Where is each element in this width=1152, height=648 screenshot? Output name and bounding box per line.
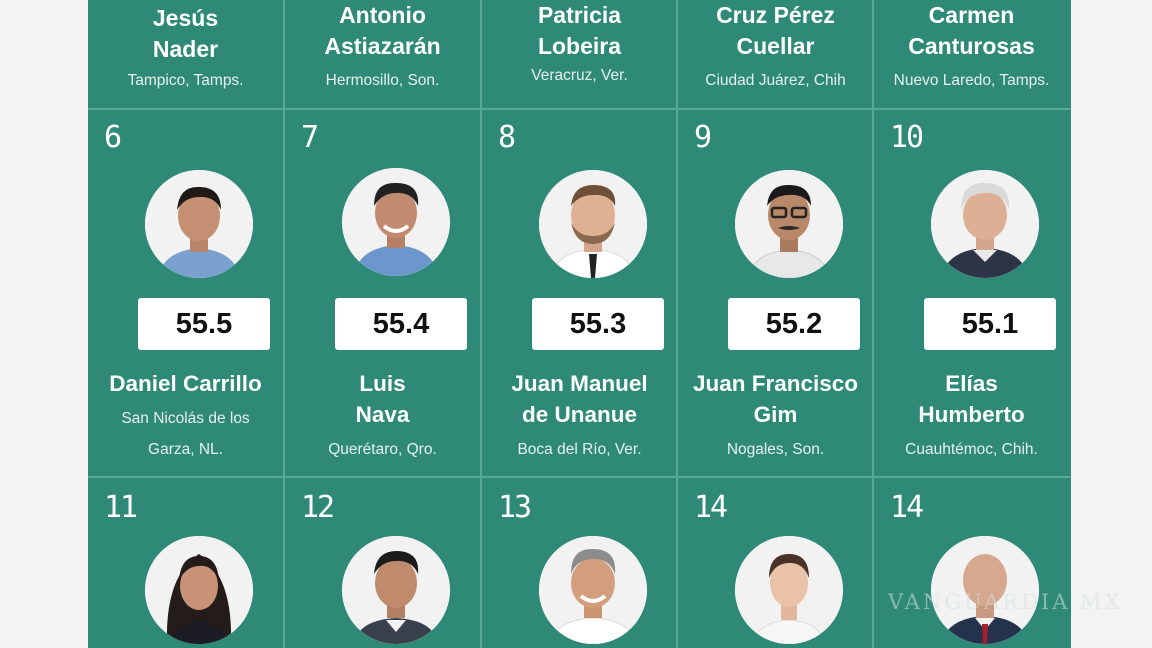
candidate-photo [931, 536, 1039, 644]
score-badge: 55.2 [728, 298, 860, 350]
score-badge: 55.4 [335, 298, 467, 350]
candidate-last-name: Cuellar [736, 33, 815, 59]
candidate-card: 11 [88, 478, 283, 648]
candidate-last-name: Canturosas [908, 33, 1035, 59]
candidate-card: 7 55.4 Luis Nava Querétaro, Qro. [285, 0, 480, 476]
candidate-location: Nuevo Laredo, Tamps. [893, 72, 1050, 89]
rank-number: 13 [498, 490, 532, 525]
candidate-name: Juan Francisco [692, 371, 859, 396]
candidate-name: de Unanue [521, 402, 638, 427]
column-divider [283, 0, 285, 648]
location-line: San Nicolás de los [121, 410, 250, 427]
candidate-first-name: Carmen [928, 2, 1015, 28]
candidate-last-name: Astiazarán [324, 33, 441, 59]
watermark-logo: VANGUARDIA MX [888, 590, 1123, 614]
candidate-photo [342, 168, 450, 276]
candidate-name: Daniel Carrillo [109, 371, 262, 396]
candidate-card: Patricia Lobeira Veracruz, Ver. [482, 0, 677, 108]
candidate-location: San Nicolás de los Garza, NL. [88, 403, 283, 465]
candidate-name: Elías [945, 371, 998, 396]
candidate-location: Cuauhtémoc, Chih. [905, 441, 1038, 458]
candidate-card: 12 [285, 478, 480, 648]
candidate-card: 6 55.5 Daniel Carrillo San Nicolás de lo… [88, 0, 283, 476]
score-badge: 55.1 [924, 298, 1056, 350]
rank-number: 14 [694, 490, 728, 525]
rank-number: 14 [890, 490, 924, 525]
candidate-card: 8 55.3 Juan Manuel de Unanue Boca del Rí… [482, 0, 677, 476]
candidate-card: 13 [482, 478, 677, 648]
candidate-last-name: Lobeira [537, 33, 622, 59]
rank-number: 7 [301, 120, 319, 155]
candidate-location: Ciudad Juárez, Chih [705, 72, 846, 89]
rank-number: 11 [104, 490, 138, 525]
candidate-card: 10 55.1 Elías Humberto Cuauhtémoc, Chih. [874, 0, 1069, 476]
candidate-card: Carmen Canturosas Nuevo Laredo, Tamps. [874, 0, 1069, 108]
rank-number: 10 [890, 120, 924, 155]
row-divider [88, 476, 1071, 478]
candidate-card: 9 55.2 Juan Francisco Gim Nogales, Son. [678, 0, 873, 476]
candidate-location: Hermosillo, Son. [325, 72, 440, 89]
candidate-first-name: Antonio [339, 2, 426, 28]
candidate-photo [145, 170, 253, 278]
candidate-name: Nava [355, 402, 410, 427]
candidate-name: Luis [359, 371, 406, 396]
candidate-photo [735, 536, 843, 644]
candidate-photo [342, 536, 450, 644]
candidate-location: Boca del Río, Ver. [517, 441, 642, 458]
candidate-card: Cruz Pérez Cuellar Ciudad Juárez, Chih [678, 0, 873, 108]
candidate-last-name: Nader [152, 36, 219, 62]
score-badge: 55.5 [138, 298, 270, 350]
candidate-location: Tampico, Tamps. [127, 72, 244, 89]
candidate-photo [145, 536, 253, 644]
rank-number: 12 [301, 490, 335, 525]
column-divider [480, 0, 482, 648]
candidate-first-name: Cruz Pérez [716, 2, 835, 28]
candidate-card: Jesús Nader Tampico, Tamps. [88, 0, 283, 108]
candidate-first-name: Jesús [152, 5, 219, 31]
candidate-name: Juan Manuel [511, 371, 648, 396]
ranking-panel: Jesús Nader Tampico, Tamps. Antonio Asti… [88, 0, 1071, 648]
candidate-location: Nogales, Son. [726, 441, 825, 458]
candidate-name: Humberto [918, 402, 1025, 427]
score-badge: 55.3 [532, 298, 664, 350]
candidate-card: 14 [874, 478, 1069, 648]
rank-number: 6 [104, 120, 122, 155]
candidate-photo [735, 170, 843, 278]
candidate-location: Veracruz, Ver. [531, 67, 628, 84]
row-divider [88, 108, 1071, 110]
candidate-card: 14 [678, 478, 873, 648]
candidate-photo [931, 170, 1039, 278]
column-divider [676, 0, 678, 648]
candidate-location: Querétaro, Qro. [328, 441, 437, 458]
rank-number: 9 [694, 120, 712, 155]
column-divider [872, 0, 874, 648]
candidate-photo [539, 170, 647, 278]
rank-number: 8 [498, 120, 516, 155]
candidate-first-name: Patricia [537, 2, 622, 28]
candidate-name: Gim [753, 402, 798, 427]
candidate-card: Antonio Astiazarán Hermosillo, Son. [285, 0, 480, 108]
location-line: Garza, NL. [148, 441, 223, 458]
candidate-photo [539, 536, 647, 644]
